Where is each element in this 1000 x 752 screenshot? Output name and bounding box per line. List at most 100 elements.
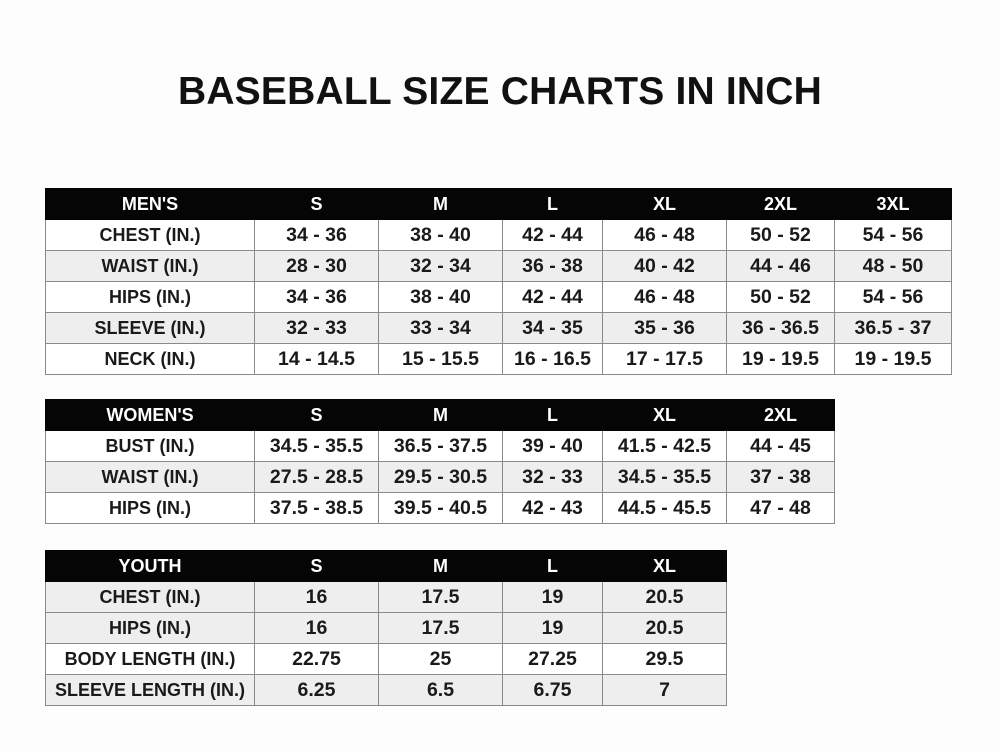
size-value-cell: 39.5 - 40.5 bbox=[378, 492, 503, 524]
size-column-header: S bbox=[254, 188, 379, 220]
size-column-header: 3XL bbox=[834, 188, 952, 220]
size-column-header: L bbox=[502, 399, 603, 431]
size-value-cell: 46 - 48 bbox=[602, 281, 727, 313]
size-value-cell: 42 - 44 bbox=[502, 281, 603, 313]
size-value-cell: 29.5 bbox=[602, 643, 727, 675]
size-value-cell: 42 - 43 bbox=[502, 492, 603, 524]
size-value-cell: 20.5 bbox=[602, 581, 727, 613]
size-column-header: L bbox=[502, 550, 603, 582]
page-title: BASEBALL SIZE CHARTS IN INCH bbox=[177, 70, 823, 113]
measurement-label: NECK (IN.) bbox=[45, 343, 255, 375]
measurement-label: BUST (IN.) bbox=[45, 430, 255, 462]
size-column-header: 2XL bbox=[726, 188, 835, 220]
size-column-header: XL bbox=[602, 399, 727, 431]
size-value-cell: 46 - 48 bbox=[602, 219, 727, 251]
size-value-cell: 6.25 bbox=[254, 674, 379, 706]
size-value-cell: 36.5 - 37 bbox=[834, 312, 952, 344]
size-column-header: M bbox=[378, 550, 503, 582]
size-value-cell: 38 - 40 bbox=[378, 219, 503, 251]
table-category-header: MEN'S bbox=[45, 188, 255, 220]
measurement-label: SLEEVE LENGTH (IN.) bbox=[45, 674, 255, 706]
measurement-label: CHEST (IN.) bbox=[45, 581, 255, 613]
header-row: WOMEN'S S M L XL 2XL bbox=[45, 399, 835, 431]
size-column-header: 2XL bbox=[726, 399, 835, 431]
size-value-cell: 14 - 14.5 bbox=[254, 343, 379, 375]
size-value-cell: 34 - 36 bbox=[254, 281, 379, 313]
size-value-cell: 47 - 48 bbox=[726, 492, 835, 524]
size-column-header: S bbox=[254, 550, 379, 582]
measurement-label: WAIST (IN.) bbox=[45, 250, 255, 282]
size-value-cell: 29.5 - 30.5 bbox=[378, 461, 503, 493]
size-value-cell: 6.75 bbox=[502, 674, 603, 706]
measurement-label: HIPS (IN.) bbox=[45, 492, 255, 524]
size-value-cell: 17 - 17.5 bbox=[602, 343, 727, 375]
size-value-cell: 37 - 38 bbox=[726, 461, 835, 493]
size-value-cell: 38 - 40 bbox=[378, 281, 503, 313]
measurement-label: CHEST (IN.) bbox=[45, 219, 255, 251]
table-row: NECK (IN.) 14 - 14.5 15 - 15.5 16 - 16.5 17 … bbox=[45, 343, 952, 375]
measurement-label: HIPS (IN.) bbox=[45, 281, 255, 313]
table-row: CHEST (IN.) 34 - 36 38 - 40 42 - 44 46 - 48 5… bbox=[45, 219, 952, 251]
size-value-cell: 27.25 bbox=[502, 643, 603, 675]
table-row: BUST (IN.) 34.5 - 35.5 36.5 - 37.5 39 - 40 4… bbox=[45, 430, 835, 462]
size-value-cell: 54 - 56 bbox=[834, 281, 952, 313]
size-value-cell: 44.5 - 45.5 bbox=[602, 492, 727, 524]
youth-size-table: YOUTH S M L XL CHEST (IN.) 16 17.5 19 20.5 HIPS (I… bbox=[45, 550, 727, 706]
size-value-cell: 35 - 36 bbox=[602, 312, 727, 344]
size-value-cell: 50 - 52 bbox=[726, 281, 835, 313]
size-value-cell: 39 - 40 bbox=[502, 430, 603, 462]
size-value-cell: 6.5 bbox=[378, 674, 503, 706]
mens-size-table: MEN'S S M L XL 2XL 3XL CHEST (IN.) 34 - 36 38 - 4… bbox=[45, 188, 952, 375]
size-value-cell: 36 - 38 bbox=[502, 250, 603, 282]
table-row: HIPS (IN.) 16 17.5 19 20.5 bbox=[45, 612, 727, 644]
size-value-cell: 16 bbox=[254, 612, 379, 644]
size-value-cell: 37.5 - 38.5 bbox=[254, 492, 379, 524]
size-value-cell: 16 - 16.5 bbox=[502, 343, 603, 375]
table-row: SLEEVE (IN.) 32 - 33 33 - 34 34 - 35 35 - 36… bbox=[45, 312, 952, 344]
size-value-cell: 22.75 bbox=[254, 643, 379, 675]
table-row: HIPS (IN.) 34 - 36 38 - 40 42 - 44 46 - 48 50… bbox=[45, 281, 952, 313]
size-value-cell: 42 - 44 bbox=[502, 219, 603, 251]
size-value-cell: 27.5 - 28.5 bbox=[254, 461, 379, 493]
size-column-header: XL bbox=[602, 550, 727, 582]
table-row: BODY LENGTH (IN.) 22.75 25 27.25 29.5 bbox=[45, 643, 727, 675]
size-value-cell: 36.5 - 37.5 bbox=[378, 430, 503, 462]
size-value-cell: 34 - 35 bbox=[502, 312, 603, 344]
size-column-header: XL bbox=[602, 188, 727, 220]
size-value-cell: 40 - 42 bbox=[602, 250, 727, 282]
size-value-cell: 48 - 50 bbox=[834, 250, 952, 282]
size-value-cell: 19 bbox=[502, 581, 603, 613]
size-value-cell: 20.5 bbox=[602, 612, 727, 644]
size-value-cell: 34.5 - 35.5 bbox=[602, 461, 727, 493]
measurement-label: HIPS (IN.) bbox=[45, 612, 255, 644]
womens-size-table: WOMEN'S S M L XL 2XL BUST (IN.) 34.5 - 35.5 36.5… bbox=[45, 399, 835, 524]
table-row: SLEEVE LENGTH (IN.) 6.25 6.5 6.75 7 bbox=[45, 674, 727, 706]
size-value-cell: 16 bbox=[254, 581, 379, 613]
size-value-cell: 32 - 33 bbox=[502, 461, 603, 493]
size-value-cell: 19 bbox=[502, 612, 603, 644]
measurement-label: WAIST (IN.) bbox=[45, 461, 255, 493]
size-column-header: S bbox=[254, 399, 379, 431]
size-value-cell: 34 - 36 bbox=[254, 219, 379, 251]
table-row: WAIST (IN.) 27.5 - 28.5 29.5 - 30.5 32 - 33… bbox=[45, 461, 835, 493]
size-value-cell: 15 - 15.5 bbox=[378, 343, 503, 375]
table-row: WAIST (IN.) 28 - 30 32 - 34 36 - 38 40 - 42 4… bbox=[45, 250, 952, 282]
table-row: CHEST (IN.) 16 17.5 19 20.5 bbox=[45, 581, 727, 613]
header-row: YOUTH S M L XL bbox=[45, 550, 727, 582]
size-value-cell: 19 - 19.5 bbox=[834, 343, 952, 375]
size-value-cell: 17.5 bbox=[378, 612, 503, 644]
size-value-cell: 44 - 46 bbox=[726, 250, 835, 282]
size-value-cell: 34.5 - 35.5 bbox=[254, 430, 379, 462]
size-column-header: M bbox=[378, 188, 503, 220]
size-value-cell: 28 - 30 bbox=[254, 250, 379, 282]
size-column-header: M bbox=[378, 399, 503, 431]
measurement-label: SLEEVE (IN.) bbox=[45, 312, 255, 344]
size-column-header: L bbox=[502, 188, 603, 220]
size-value-cell: 19 - 19.5 bbox=[726, 343, 835, 375]
size-value-cell: 36 - 36.5 bbox=[726, 312, 835, 344]
table-category-header: YOUTH bbox=[45, 550, 255, 582]
size-value-cell: 32 - 33 bbox=[254, 312, 379, 344]
size-value-cell: 32 - 34 bbox=[378, 250, 503, 282]
table-category-header: WOMEN'S bbox=[45, 399, 255, 431]
size-value-cell: 41.5 - 42.5 bbox=[602, 430, 727, 462]
